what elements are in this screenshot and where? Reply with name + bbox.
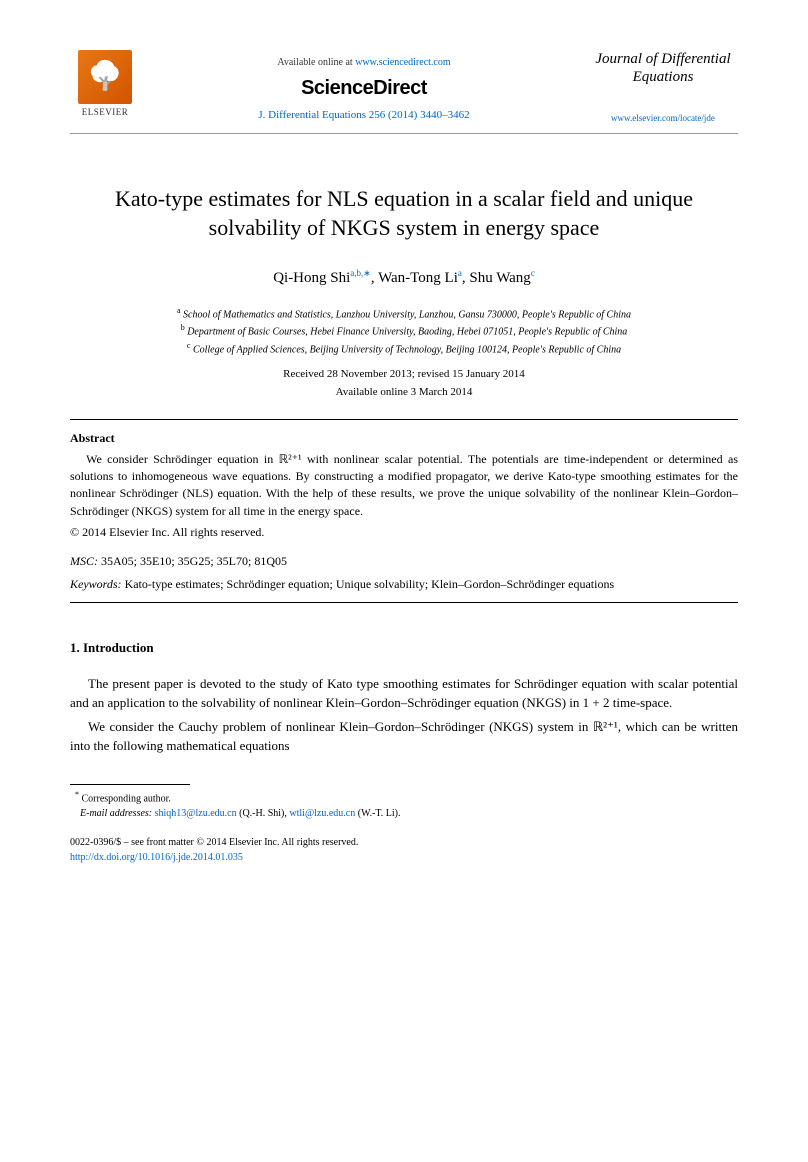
issn-line: 0022-0396/$ – see front matter © 2014 El… [70, 835, 738, 850]
publisher-logo-block: ELSEVIER [70, 50, 140, 119]
author-1-affil[interactable]: a,b,∗ [350, 268, 371, 278]
author-2[interactable]: Wan-Tong Li [378, 270, 458, 286]
abstract-text: We consider Schrödinger equation in ℝ²⁺¹… [70, 451, 738, 521]
available-online: Available online at www.sciencedirect.co… [140, 56, 588, 70]
journal-block: Journal of Differential Equations www.el… [588, 50, 738, 125]
section-1-heading: 1. Introduction [70, 639, 738, 657]
author-1[interactable]: Qi-Hong Shi [273, 270, 350, 286]
abstract-heading: Abstract [70, 430, 738, 447]
copyright-line: © 2014 Elsevier Inc. All rights reserved… [70, 524, 738, 541]
intro-para-2: We consider the Cauchy problem of nonlin… [70, 717, 738, 756]
email-1[interactable]: shiqh13@lzu.edu.cn [155, 808, 237, 819]
msc-line: MSC: 35A05; 35E10; 35G25; 35L70; 81Q05 [70, 553, 738, 570]
affil-c: c College of Applied Sciences, Beijing U… [70, 340, 738, 357]
header-center: Available online at www.sciencedirect.co… [140, 50, 588, 123]
author-3[interactable]: Shu Wang [469, 270, 530, 286]
elsevier-tree-icon [78, 50, 132, 104]
article-citation[interactable]: J. Differential Equations 256 (2014) 344… [140, 108, 588, 123]
journal-title: Journal of Differential Equations [588, 50, 738, 86]
publisher-name: ELSEVIER [70, 106, 140, 119]
footnote-rule [70, 784, 190, 785]
received-dates: Received 28 November 2013; revised 15 Ja… [70, 367, 738, 382]
author-list: Qi-Hong Shia,b,∗, Wan-Tong Lia, Shu Wang… [70, 267, 738, 289]
doi-link[interactable]: http://dx.doi.org/10.1016/j.jde.2014.01.… [70, 852, 243, 863]
abstract-top-rule [70, 419, 738, 420]
keywords-line: Keywords: Kato-type estimates; Schröding… [70, 576, 738, 593]
header-rule [70, 133, 738, 134]
footer-block: 0022-0396/$ – see front matter © 2014 El… [70, 835, 738, 865]
affil-b: b Department of Basic Courses, Hebei Fin… [70, 322, 738, 339]
available-online-date: Available online 3 March 2014 [70, 385, 738, 400]
author-3-affil[interactable]: c [531, 268, 535, 278]
intro-para-1: The present paper is devoted to the stud… [70, 674, 738, 713]
affil-a: a School of Mathematics and Statistics, … [70, 305, 738, 322]
journal-url[interactable]: www.elsevier.com/locate/jde [588, 112, 738, 125]
affiliations: a School of Mathematics and Statistics, … [70, 305, 738, 357]
author-2-affil[interactable]: a [458, 268, 462, 278]
header: ELSEVIER Available online at www.science… [70, 50, 738, 125]
abstract-bottom-rule [70, 602, 738, 603]
sciencedirect-url[interactable]: www.sciencedirect.com [355, 57, 450, 68]
email-2[interactable]: wtli@lzu.edu.cn [289, 808, 355, 819]
article-title: Kato-type estimates for NLS equation in … [70, 184, 738, 243]
sciencedirect-wordmark: ScienceDirect [140, 74, 588, 102]
corresponding-author-note: * Corresponding author. E-mail addresses… [70, 789, 738, 821]
